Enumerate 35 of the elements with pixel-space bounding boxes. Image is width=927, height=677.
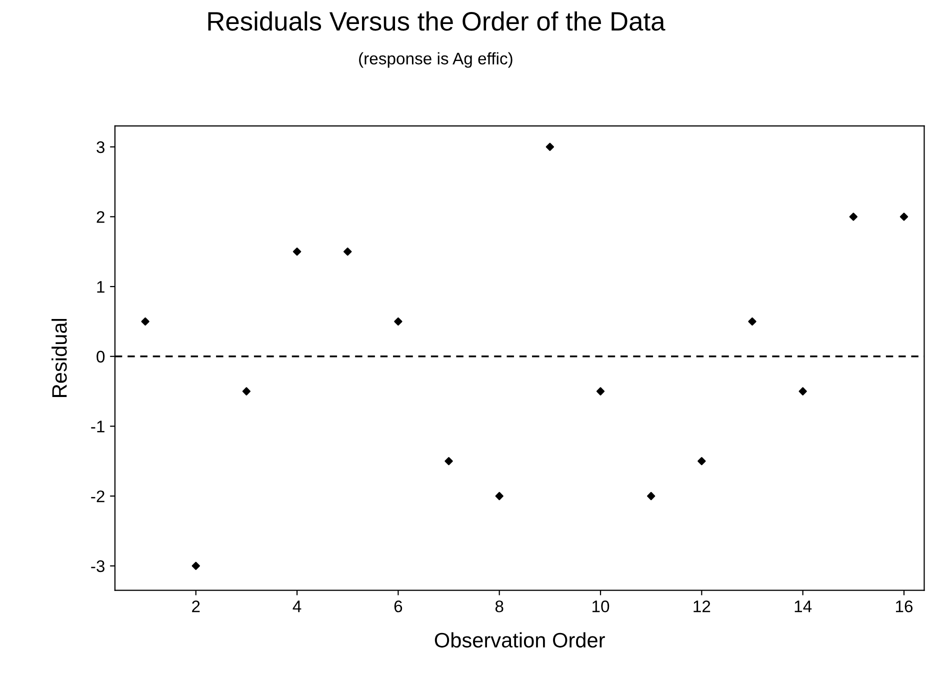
y-tick-label: -3 [91,560,104,572]
x-axis-title: Observation Order [434,632,605,648]
point [698,457,706,466]
x-tick-label: 4 [292,600,302,612]
x-tick-label: 14 [794,600,812,612]
point [546,142,554,151]
point [596,387,605,396]
chart-subtitle: (response is Ag effic) [359,52,512,68]
point [444,457,453,466]
x-tick-label: 2 [192,600,200,612]
y-tick-label: 2 [96,211,104,223]
x-tick-label: 6 [394,600,402,612]
point [798,387,807,396]
point [394,317,402,326]
point [646,492,656,500]
chart-title: Residuals Versus the Order of the Data [208,11,666,31]
y-axis-title: Residual [52,318,67,397]
x-tick-label: 16 [896,600,913,612]
point [344,248,352,256]
x-tick-label: 10 [592,600,610,612]
y-tick-label: 3 [96,141,104,154]
point [141,317,150,326]
x-tick-label: 12 [694,600,710,612]
point [242,387,251,396]
point [495,492,504,500]
point [748,317,756,326]
y-tick-label: -1 [91,420,104,432]
point [292,248,302,256]
point [192,562,200,570]
y-tick-label: -2 [91,490,104,502]
point [849,212,858,221]
y-tick-label: 1 [97,281,104,293]
point [900,212,908,221]
y-tick-label: 0 [96,350,105,363]
x-tick-label: 8 [495,600,504,612]
